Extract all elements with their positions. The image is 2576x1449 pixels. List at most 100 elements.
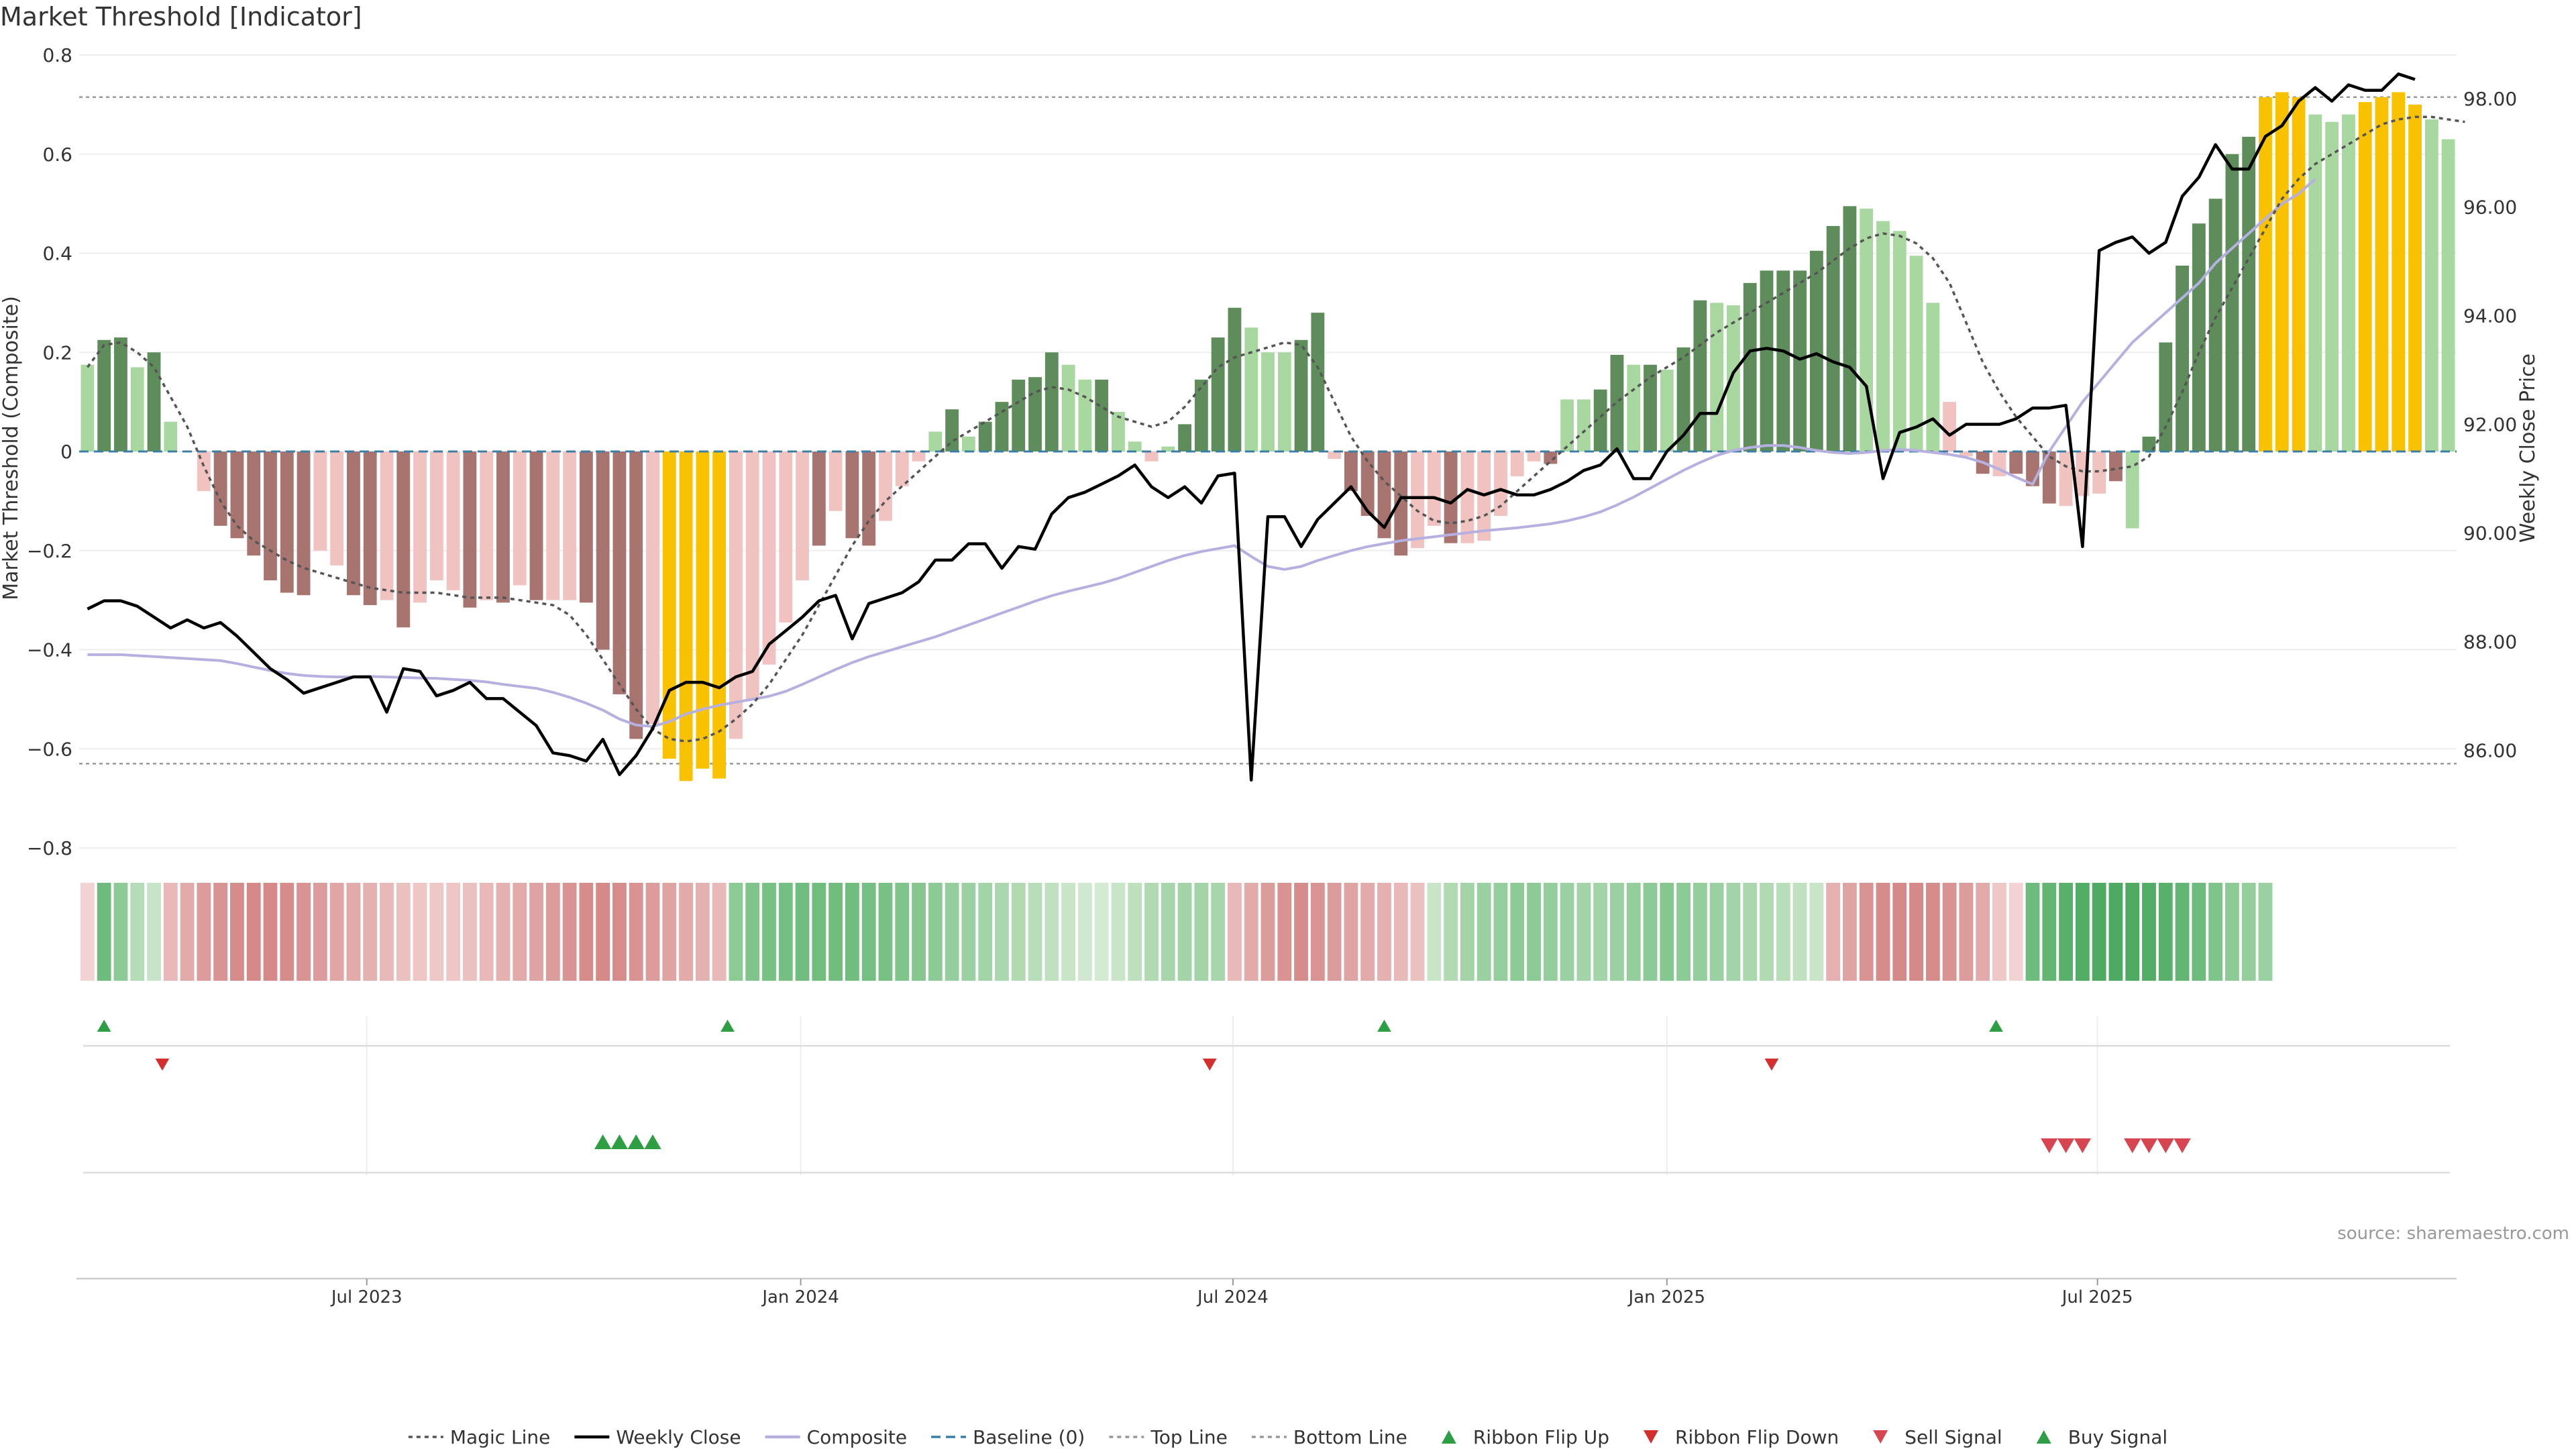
composite-bar bbox=[745, 451, 759, 700]
composite-bar bbox=[612, 451, 627, 694]
ribbon-cell bbox=[1593, 883, 1608, 981]
ribbon-cell bbox=[712, 883, 727, 981]
composite-bar bbox=[396, 451, 411, 628]
composite-bar bbox=[1610, 354, 1624, 451]
ribbon-cell bbox=[579, 883, 594, 981]
composite-bar bbox=[1311, 313, 1325, 451]
ribbon-cell bbox=[346, 883, 361, 981]
ribbon-cell bbox=[380, 883, 394, 981]
composite-bar bbox=[1959, 451, 1973, 457]
composite-bar bbox=[2176, 265, 2189, 451]
composite-bar bbox=[1892, 231, 1907, 451]
composite-bar bbox=[2192, 223, 2206, 451]
ribbon-cell bbox=[230, 883, 244, 981]
ribbon-cell bbox=[1144, 883, 1159, 981]
legend-label: Bottom Line bbox=[1293, 1426, 1407, 1448]
ribbon-cell bbox=[2208, 883, 2223, 981]
ribbon-cell bbox=[629, 883, 643, 981]
ribbon-cell bbox=[1061, 883, 1076, 981]
ribbon-cell bbox=[1044, 883, 1059, 981]
composite-bar bbox=[1676, 347, 1690, 451]
ribbon-cell bbox=[1427, 883, 1442, 981]
y-right-tick-label: 86.00 bbox=[2463, 739, 2517, 761]
ribbon-cell bbox=[1892, 883, 1907, 981]
ribbon-cell bbox=[778, 883, 793, 981]
ribbon-cell bbox=[2092, 883, 2106, 981]
composite-bar bbox=[1261, 352, 1275, 451]
series-lines bbox=[79, 72, 2465, 782]
composite-bar bbox=[1394, 451, 1408, 556]
y-right-tick-label: 88.00 bbox=[2463, 631, 2517, 653]
composite-bar bbox=[2225, 154, 2239, 451]
composite-bar bbox=[1377, 451, 1391, 539]
ribbon-cell bbox=[1792, 883, 1807, 981]
y-right-tick-label: 94.00 bbox=[2463, 305, 2517, 327]
composite-bar bbox=[1876, 221, 1890, 451]
y-left-tick-label: 0.2 bbox=[42, 341, 72, 364]
composite-bar bbox=[1128, 441, 1142, 451]
composite-bar bbox=[1743, 282, 1757, 451]
composite-bar bbox=[812, 451, 826, 546]
composite-bar bbox=[413, 451, 427, 603]
ribbon-cell bbox=[529, 883, 543, 981]
composite-bar bbox=[961, 436, 975, 451]
composite-bar bbox=[1344, 451, 1358, 492]
composite-bar bbox=[912, 451, 926, 462]
composite-bar bbox=[1809, 250, 1823, 451]
ribbon-cell bbox=[1344, 883, 1358, 981]
composite-bar bbox=[347, 451, 360, 596]
ribbon-cell bbox=[2158, 883, 2173, 981]
ribbon-cell bbox=[1743, 883, 1758, 981]
ribbon-cell bbox=[1477, 883, 1491, 981]
x-tick-label: Jan 2024 bbox=[761, 1287, 839, 1307]
composite-bar bbox=[130, 367, 144, 451]
composite-bar bbox=[1211, 337, 1225, 451]
composite-bar bbox=[2358, 102, 2372, 451]
ribbon-cell bbox=[1959, 883, 1974, 981]
composite-bar bbox=[1909, 256, 1923, 451]
composite-bar bbox=[762, 451, 776, 665]
composite-bar bbox=[247, 451, 261, 556]
ribbon-cell bbox=[2142, 883, 2156, 981]
ribbon-cell bbox=[2059, 883, 2074, 981]
legend-label: Weekly Close bbox=[616, 1426, 741, 1448]
composite-bar bbox=[463, 451, 477, 608]
composite-bar bbox=[1660, 370, 1674, 451]
ribbon-cell bbox=[1693, 883, 1707, 981]
composite-bar bbox=[2441, 139, 2455, 451]
composite-bar bbox=[1095, 379, 1109, 451]
ribbon-cell bbox=[878, 883, 893, 981]
composite-bar bbox=[330, 451, 344, 566]
composite-bar bbox=[712, 451, 727, 779]
composite-bar bbox=[1943, 402, 1957, 451]
composite-bar bbox=[2308, 114, 2322, 451]
composite-bar bbox=[2109, 451, 2123, 482]
ribbon-cell bbox=[80, 883, 95, 981]
composite-bar bbox=[1926, 303, 1940, 451]
ribbon-cell bbox=[1976, 883, 1990, 981]
ribbon-cell bbox=[1111, 883, 1126, 981]
composite-bar bbox=[164, 421, 178, 451]
sell-signal-marker bbox=[2124, 1138, 2141, 1153]
ribbon-cell bbox=[2042, 883, 2057, 981]
composite-bar bbox=[1693, 300, 1707, 451]
composite-bar bbox=[1194, 379, 1208, 451]
composite-bar bbox=[596, 451, 610, 650]
ribbon-cell bbox=[596, 883, 610, 981]
ribbon-cell bbox=[2192, 883, 2206, 981]
x-tick-label: Jan 2025 bbox=[1627, 1287, 1706, 1307]
ribbon-cell bbox=[1843, 883, 1857, 981]
ribbon-cell bbox=[645, 883, 660, 981]
x-tick-label: Jul 2025 bbox=[2061, 1287, 2133, 1307]
composite-bar bbox=[1644, 364, 1657, 451]
legend-label: Sell Signal bbox=[1904, 1426, 2002, 1448]
ribbon-cell bbox=[297, 883, 311, 981]
composite-bar bbox=[230, 451, 244, 539]
legend-label: Baseline (0) bbox=[973, 1426, 1085, 1448]
composite-bar bbox=[97, 339, 111, 451]
composite-bars bbox=[80, 92, 2455, 782]
ribbon-cell bbox=[1077, 883, 1092, 981]
ribbon-cell bbox=[413, 883, 427, 981]
ribbon-cell bbox=[1942, 883, 1957, 981]
ribbon-cell bbox=[1460, 883, 1474, 981]
